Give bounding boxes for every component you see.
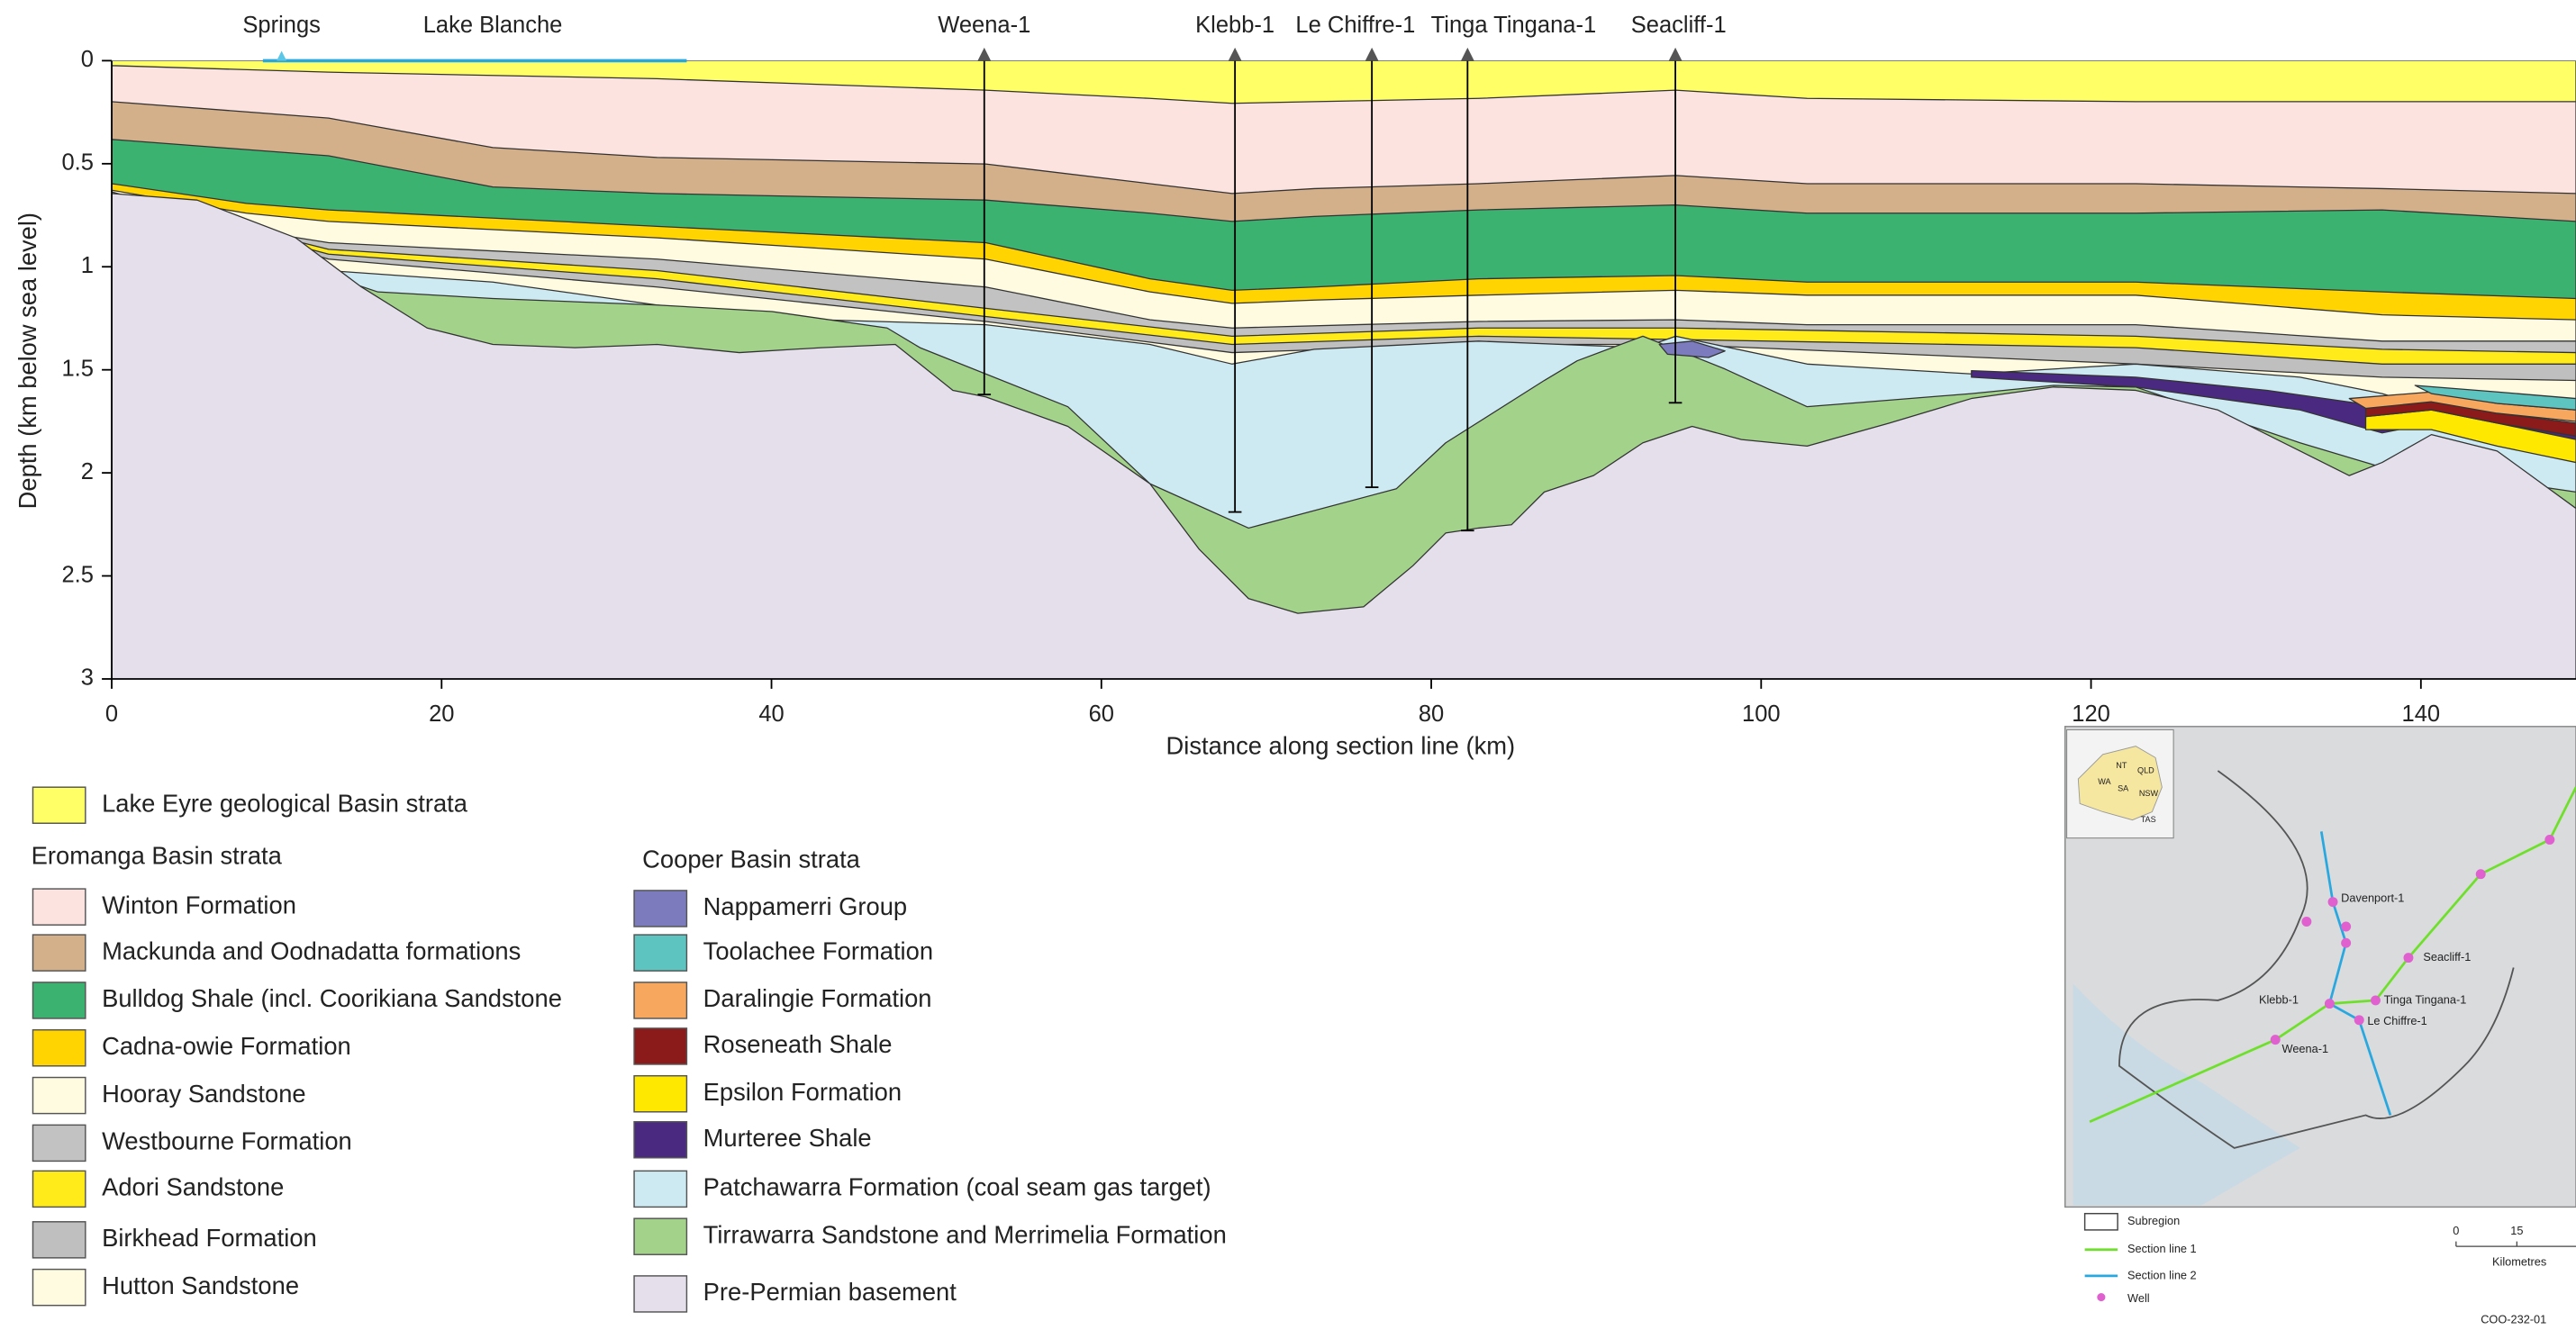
surface-label: Springs bbox=[242, 13, 321, 38]
legend-swatch bbox=[32, 1270, 85, 1306]
legend-label: Cadna-owie Formation bbox=[102, 1032, 351, 1060]
scale-unit: Kilometres bbox=[2492, 1255, 2546, 1269]
well-marker bbox=[1365, 48, 1379, 61]
legend-label: Epsilon Formation bbox=[703, 1078, 902, 1106]
legend-group-title: Cooper Basin strata bbox=[642, 845, 861, 873]
legend-label: Bulldog Shale (incl. Coorikiana Sandston… bbox=[102, 984, 562, 1012]
y-tick-label: 2 bbox=[81, 459, 94, 484]
legend-label: Adori Sandstone bbox=[102, 1173, 284, 1201]
legend-swatch bbox=[32, 935, 85, 971]
legend-label: Birkhead Formation bbox=[102, 1224, 317, 1252]
legend-label: Lake Eyre geological Basin strata bbox=[102, 789, 468, 817]
figure-code: COO-232-01 bbox=[2481, 1312, 2546, 1325]
cross-section bbox=[112, 60, 2576, 679]
legend-swatch bbox=[32, 889, 85, 925]
legend-swatch bbox=[634, 891, 686, 927]
surface-label: Lake Blanche bbox=[423, 13, 563, 38]
legend-swatch bbox=[634, 1028, 686, 1064]
map-key-label: Section line 2 bbox=[2127, 1268, 2197, 1281]
legend-label: Murteree Shale bbox=[703, 1124, 872, 1152]
key-subregion bbox=[2085, 1214, 2118, 1230]
scale-label: 15 bbox=[2510, 1224, 2523, 1237]
legend-label: Hooray Sandstone bbox=[102, 1080, 306, 1108]
well-marker bbox=[1229, 48, 1242, 61]
well-marker bbox=[1461, 48, 1474, 61]
y-tick-label: 1 bbox=[81, 253, 94, 278]
legend-label: Winton Formation bbox=[102, 891, 296, 918]
y-tick-label: 3 bbox=[81, 665, 94, 691]
state-label: QLD bbox=[2137, 765, 2154, 774]
map-key-label: Well bbox=[2127, 1291, 2150, 1305]
legend-label: Pre-Permian basement bbox=[703, 1278, 957, 1306]
legend-swatch bbox=[634, 935, 686, 971]
x-tick-label: 0 bbox=[105, 701, 118, 727]
location-map: WA NT QLD SA NSW TAS Davenport-1 Seaclif… bbox=[2065, 727, 2576, 1326]
state-label: NT bbox=[2116, 761, 2127, 770]
map-well-label: Weena-1 bbox=[2282, 1042, 2329, 1055]
scale-label: 0 bbox=[2453, 1224, 2459, 1237]
map-well-label: Davenport-1 bbox=[2341, 891, 2404, 904]
x-tick-label: 40 bbox=[758, 701, 784, 727]
map-well-label: Klebb-1 bbox=[2259, 992, 2299, 1006]
x-tick-label: 100 bbox=[1742, 701, 1781, 727]
x-tick-label: 60 bbox=[1089, 701, 1114, 727]
map-well-label: Le Chiffre-1 bbox=[2367, 1014, 2426, 1027]
legend-swatch bbox=[32, 787, 85, 823]
legend-label: Mackunda and Oodnadatta formations bbox=[102, 936, 521, 964]
y-axis-label: Depth (km below sea level) bbox=[14, 213, 41, 509]
legend-label: Nappamerri Group bbox=[703, 892, 907, 920]
map-key-label: Subregion bbox=[2127, 1214, 2180, 1227]
map-key-label: Section line 1 bbox=[2127, 1242, 2197, 1255]
legend-swatch bbox=[32, 1078, 85, 1114]
legend-group-title: Eromanga Basin strata bbox=[32, 842, 283, 870]
y-tick-label: 0.5 bbox=[61, 150, 93, 176]
map-well-label: Seacliff-1 bbox=[2423, 950, 2471, 964]
legend-label: Patchawarra Formation (coal seam gas tar… bbox=[703, 1173, 1211, 1201]
legend-swatch bbox=[32, 1125, 85, 1161]
legend-swatch bbox=[634, 982, 686, 1018]
x-tick-label: 120 bbox=[2072, 701, 2110, 727]
legend-swatch bbox=[634, 1276, 686, 1312]
state-label: NSW bbox=[2139, 789, 2159, 798]
legend-label: Roseneath Shale bbox=[703, 1030, 893, 1058]
state-label: SA bbox=[2118, 783, 2129, 792]
legend-label: Toolachee Formation bbox=[703, 936, 933, 964]
legend-label: Daralingie Formation bbox=[703, 984, 932, 1012]
well-label: Weena-1 bbox=[938, 13, 1030, 38]
map-scale-bar bbox=[2456, 1242, 2576, 1246]
legend-label: Tirrawarra Sandstone and Merrimelia Form… bbox=[703, 1220, 1227, 1248]
x-tick-label: 140 bbox=[2402, 701, 2441, 727]
well-label: Seacliff-1 bbox=[1631, 13, 1727, 38]
well-label: Klebb-1 bbox=[1195, 13, 1274, 38]
legend-swatch bbox=[32, 982, 85, 1018]
legend-swatch bbox=[32, 1222, 85, 1258]
y-tick-label: 2.5 bbox=[61, 562, 93, 587]
legend-swatch bbox=[634, 1171, 686, 1207]
well-label: Tinga Tingana-1 bbox=[1431, 13, 1596, 38]
legend-label: Westbourne Formation bbox=[102, 1127, 352, 1155]
x-tick-label: 20 bbox=[429, 701, 454, 727]
legend-swatch bbox=[32, 1171, 85, 1207]
well-marker bbox=[1669, 48, 1683, 61]
spring-marker bbox=[277, 50, 286, 60]
well-marker bbox=[977, 48, 991, 61]
y-tick-label: 0 bbox=[81, 47, 94, 72]
state-label: WA bbox=[2098, 777, 2111, 786]
legend-swatch bbox=[634, 1122, 686, 1158]
legend-swatch bbox=[32, 1030, 85, 1066]
legend-swatch bbox=[634, 1076, 686, 1112]
map-well-label: Tinga Tingana-1 bbox=[2384, 992, 2467, 1006]
well-label: Le Chiffre-1 bbox=[1295, 13, 1415, 38]
x-axis-label: Distance along section line (km) bbox=[1166, 732, 1516, 760]
y-tick-label: 1.5 bbox=[61, 356, 93, 381]
legend-swatch bbox=[634, 1218, 686, 1254]
x-tick-label: 80 bbox=[1419, 701, 1444, 727]
figure: Distance along section line (km) Depth (… bbox=[0, 0, 2576, 1330]
key-well bbox=[2097, 1293, 2105, 1301]
legend-label: Hutton Sandstone bbox=[102, 1271, 299, 1299]
state-label: TAS bbox=[2141, 815, 2156, 824]
